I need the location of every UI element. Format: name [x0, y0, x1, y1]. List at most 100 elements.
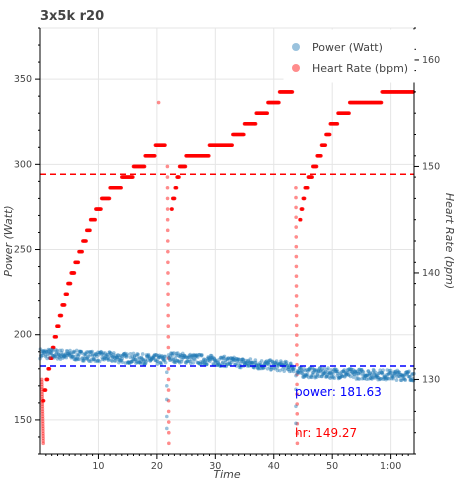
- power-point: [233, 358, 238, 362]
- power-point: [330, 375, 334, 380]
- power-point: [145, 354, 149, 359]
- power-point: [223, 360, 228, 365]
- power-point: [229, 356, 233, 360]
- power-point: [72, 349, 76, 354]
- power-point: [334, 369, 339, 374]
- power-point: [156, 355, 161, 360]
- power-point: [377, 371, 381, 376]
- power-point: [64, 351, 68, 356]
- power-point: [203, 359, 207, 364]
- power-point: [234, 356, 238, 361]
- power-point: [399, 372, 403, 377]
- power-point: [279, 360, 284, 365]
- power-point: [294, 404, 298, 409]
- power-point: [124, 355, 129, 359]
- power-point: [270, 359, 274, 364]
- x-tick-label: 20: [151, 461, 163, 472]
- power-point: [228, 362, 232, 366]
- power-point: [176, 353, 180, 358]
- power-point: [393, 369, 398, 374]
- power-point: [312, 367, 316, 372]
- power-point: [310, 365, 314, 370]
- hr-point: [41, 426, 45, 431]
- power-point: [384, 377, 388, 382]
- power-point: [167, 355, 171, 360]
- power-point: [134, 359, 139, 364]
- power-point: [349, 367, 354, 372]
- power-point: [284, 360, 289, 364]
- power-point: [165, 426, 169, 431]
- power-point: [388, 370, 393, 375]
- power-point: [166, 353, 171, 357]
- power-point: [51, 354, 55, 358]
- power-point: [63, 354, 67, 359]
- power-point: [221, 356, 226, 361]
- power-point: [161, 358, 166, 362]
- power-point: [382, 376, 387, 380]
- hr-point: [295, 362, 299, 367]
- hr-point: [294, 225, 298, 229]
- power-point: [386, 371, 391, 376]
- power-point: [139, 359, 143, 364]
- power-point: [259, 359, 264, 363]
- power-point: [163, 354, 168, 359]
- power-point: [175, 359, 179, 363]
- power-point: [397, 370, 402, 375]
- power-point: [58, 357, 63, 361]
- power-point: [346, 368, 350, 372]
- power-point: [41, 351, 46, 356]
- power-point: [183, 354, 187, 358]
- hr-point: [107, 196, 112, 201]
- hr-point: [295, 353, 299, 357]
- power-point: [43, 348, 47, 353]
- power-point: [352, 372, 357, 377]
- power-point: [334, 369, 338, 374]
- power-point: [49, 350, 53, 355]
- hr-point: [88, 228, 92, 233]
- power-point: [215, 363, 219, 368]
- power-point: [67, 353, 71, 357]
- power-point: [188, 359, 192, 364]
- power-point: [173, 360, 178, 365]
- annotation-hr-mean: hr: 149.27: [295, 426, 357, 440]
- power-point: [301, 375, 305, 379]
- power-point: [240, 357, 245, 362]
- power-point: [210, 357, 215, 362]
- legend-swatch-power: [292, 43, 300, 51]
- power-point: [387, 368, 392, 373]
- power-point: [131, 357, 135, 361]
- power-point: [133, 357, 137, 362]
- power-point: [348, 367, 352, 372]
- power-point: [366, 369, 371, 373]
- power-point: [45, 350, 50, 354]
- power-point: [174, 351, 179, 356]
- power-point: [379, 370, 384, 375]
- grid-lines: [40, 28, 414, 454]
- power-point: [80, 356, 84, 360]
- power-point: [228, 356, 233, 360]
- power-point: [89, 357, 94, 362]
- power-point: [76, 354, 81, 358]
- power-point: [114, 354, 118, 358]
- power-point: [283, 359, 288, 364]
- power-point: [323, 369, 328, 374]
- power-point: [390, 375, 395, 380]
- hr-point: [295, 412, 300, 416]
- hr-point: [167, 441, 171, 446]
- hr-point: [294, 274, 299, 279]
- power-point: [109, 351, 113, 355]
- power-point: [341, 369, 345, 374]
- hr-point: [294, 185, 298, 190]
- power-point: [177, 354, 182, 359]
- power-point: [178, 360, 182, 365]
- legend-swatch-hr: [292, 64, 300, 72]
- power-point: [369, 376, 373, 381]
- power-point: [116, 357, 120, 361]
- power-point: [154, 353, 158, 357]
- power-point: [360, 376, 365, 381]
- power-point: [107, 350, 112, 355]
- power-point: [135, 353, 139, 358]
- power-point: [394, 372, 398, 377]
- power-point: [350, 370, 355, 375]
- power-point: [256, 362, 261, 367]
